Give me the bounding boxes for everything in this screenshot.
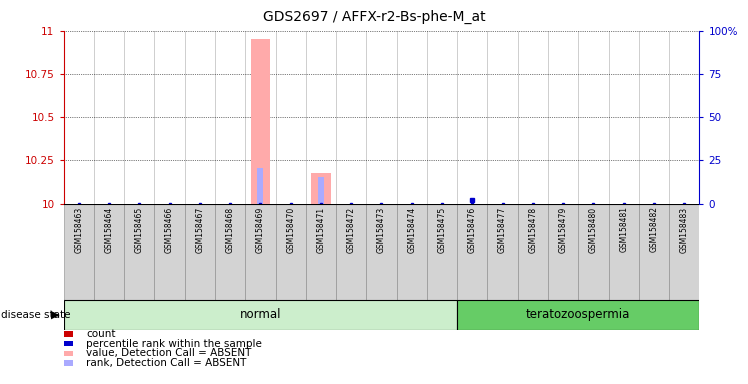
Bar (311, 173, 331, 204)
Text: GSM158481: GSM158481 (619, 207, 628, 252)
Text: GSM158463: GSM158463 (74, 207, 83, 253)
Bar (367, 204, 396, 300)
Text: GSM158477: GSM158477 (498, 207, 507, 253)
Text: GSM158466: GSM158466 (165, 207, 174, 253)
Bar (578, 204, 609, 300)
Text: GSM158478: GSM158478 (528, 207, 537, 253)
Bar (488, 204, 518, 300)
Text: GSM158476: GSM158476 (468, 207, 476, 253)
Bar (639, 204, 669, 300)
Text: GDS2697 / AFFX-r2-Bs-phe-M_at: GDS2697 / AFFX-r2-Bs-phe-M_at (263, 10, 485, 24)
Bar (457, 300, 699, 330)
Text: GSM158479: GSM158479 (559, 207, 568, 253)
Bar (457, 204, 488, 300)
Bar (669, 204, 699, 300)
Bar (124, 204, 154, 300)
Bar (318, 177, 324, 204)
Bar (251, 40, 270, 204)
Text: teratozoospermia: teratozoospermia (526, 308, 631, 321)
Text: value, Detection Call = ABSENT: value, Detection Call = ABSENT (86, 348, 251, 358)
Bar (185, 204, 215, 300)
Text: rank, Detection Call = ABSENT: rank, Detection Call = ABSENT (86, 358, 246, 368)
Bar (336, 204, 367, 300)
Bar (306, 204, 336, 300)
Text: percentile rank within the sample: percentile rank within the sample (86, 339, 262, 349)
Bar (154, 204, 185, 300)
Text: GSM158482: GSM158482 (649, 207, 658, 252)
Text: GSM158474: GSM158474 (407, 207, 416, 253)
Text: GSM158465: GSM158465 (135, 207, 144, 253)
Bar (94, 204, 124, 300)
Text: GSM158471: GSM158471 (316, 207, 325, 253)
Bar (548, 204, 578, 300)
Text: disease state: disease state (1, 310, 71, 320)
Text: GSM158470: GSM158470 (286, 207, 295, 253)
Text: GSM158473: GSM158473 (377, 207, 386, 253)
Bar (609, 204, 639, 300)
Bar (275, 204, 306, 300)
Text: GSM158472: GSM158472 (347, 207, 356, 253)
Text: count: count (86, 329, 115, 339)
Text: GSM158480: GSM158480 (589, 207, 598, 253)
Bar (518, 204, 548, 300)
Text: GSM158469: GSM158469 (256, 207, 265, 253)
Bar (64, 204, 94, 300)
Bar (427, 204, 457, 300)
Text: GSM158464: GSM158464 (105, 207, 114, 253)
Text: GSM158483: GSM158483 (680, 207, 689, 253)
Bar (64, 300, 457, 330)
Text: GSM158468: GSM158468 (226, 207, 235, 253)
Text: GSM158467: GSM158467 (195, 207, 204, 253)
Text: GSM158475: GSM158475 (438, 207, 447, 253)
Text: normal: normal (239, 308, 281, 321)
Bar (257, 168, 263, 204)
Bar (396, 204, 427, 300)
Bar (245, 204, 275, 300)
Text: ▶: ▶ (52, 310, 60, 320)
Bar (215, 204, 245, 300)
